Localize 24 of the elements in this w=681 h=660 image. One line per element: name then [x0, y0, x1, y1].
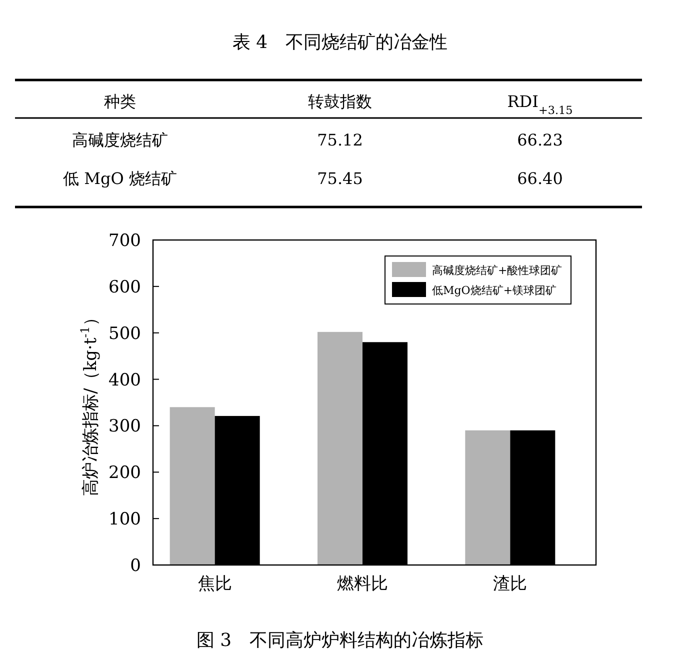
text: 种类 [104, 92, 136, 111]
text: 75.45 [317, 169, 363, 188]
y-tick-label: 300 [108, 416, 141, 437]
x-tick-label: 渣比 [493, 574, 528, 594]
y-tick-label: 700 [108, 231, 141, 251]
text: 66.40 [517, 169, 563, 188]
legend-label: 高碱度烧结矿+酸性球团矿 [432, 264, 562, 277]
legend-label: 低MgO烧结矿+镁球团矿 [432, 284, 557, 297]
text: 图 3 不同高炉炉料结构的冶炼指标 [196, 630, 484, 651]
text: 表 4 不同烧结矿的冶金性 [232, 32, 448, 53]
y-tick-label: 400 [108, 370, 141, 390]
y-tick-label: 200 [108, 463, 141, 484]
x-tick-label: 焦比 [198, 574, 232, 594]
y-tick-label: 0 [130, 556, 141, 576]
text: RDI$_{+3.15}$ [507, 92, 573, 116]
text: 转鼓指数 [308, 92, 372, 111]
y-tick-label: 500 [108, 324, 141, 344]
text: 高碱度烧结矿 [72, 130, 168, 150]
x-tick-label: 燃料比 [337, 574, 388, 594]
y-tick-label: 600 [108, 277, 141, 298]
y-tick-label: 100 [108, 510, 141, 530]
text: 低 MgO 烧结矿 [63, 169, 177, 188]
text: 66.23 [517, 130, 563, 150]
text: 75.12 [317, 130, 363, 150]
